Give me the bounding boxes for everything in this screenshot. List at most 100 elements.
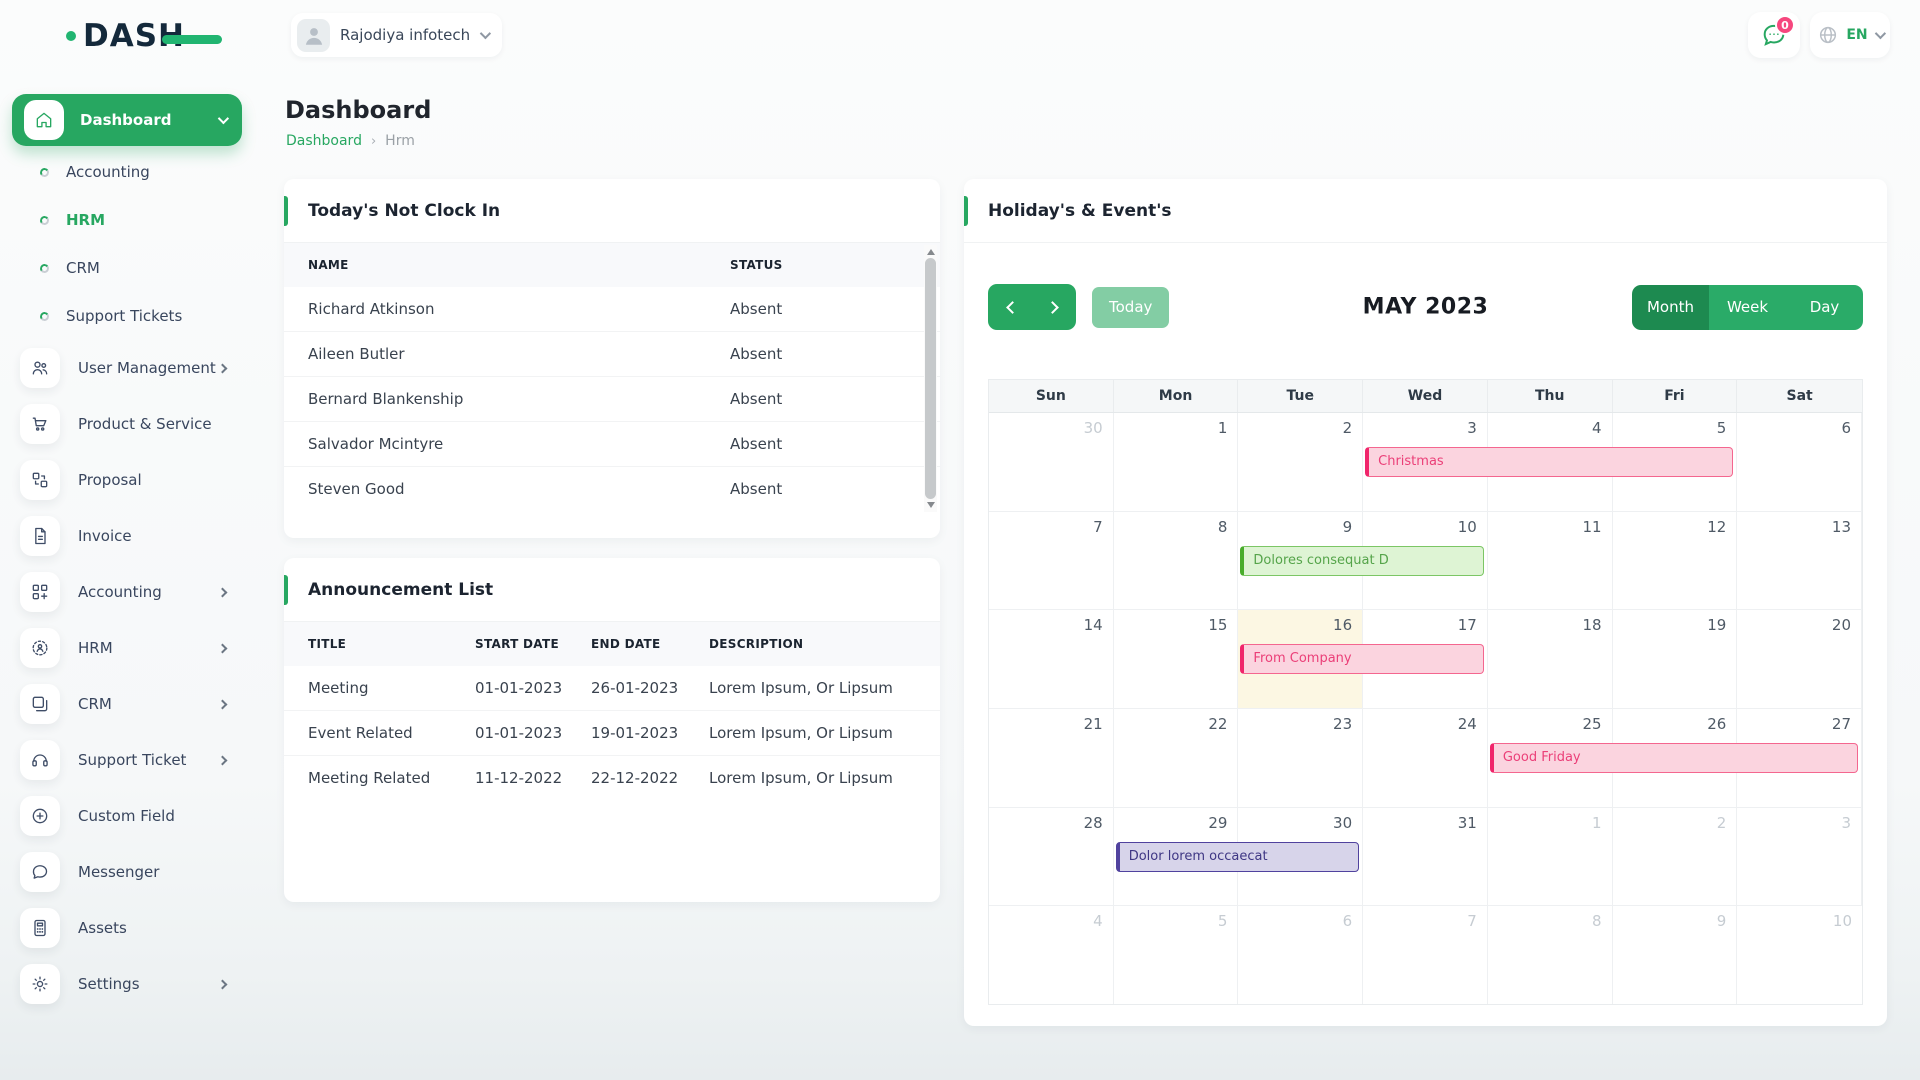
calendar-day[interactable]: 8	[1488, 906, 1613, 1005]
calendar-day[interactable]: 5	[1613, 413, 1738, 511]
calendar-day[interactable]: 10	[1363, 511, 1488, 610]
calendar-day[interactable]: 2	[1238, 413, 1364, 511]
sidebar-item-user-management[interactable]: User Management	[0, 340, 262, 396]
calendar-event-from-company[interactable]: From Company	[1240, 644, 1484, 675]
layers-icon	[20, 684, 60, 724]
table-cell: Absent	[730, 300, 783, 318]
sidebar-item-support-ticket[interactable]: Support Ticket	[0, 732, 262, 788]
prev-month-button[interactable]	[988, 284, 1032, 330]
calendar-toolbar: Today MAY 2023 Month Week Day	[988, 283, 1863, 331]
calendar-day[interactable]: 22	[1114, 709, 1239, 807]
bullet-icon	[39, 166, 50, 178]
topbar: DASH Rajodiya infotech 0	[0, 0, 1920, 70]
chevron-right-icon	[217, 587, 228, 597]
calendar-day[interactable]: 30	[1238, 807, 1364, 906]
chevron-right-icon	[1045, 300, 1059, 314]
calendar-day[interactable]: 17	[1363, 610, 1488, 709]
person-icon	[20, 628, 60, 668]
announcement-card-title: Announcement List	[308, 579, 494, 600]
calendar-month-label: MAY 2023	[1362, 294, 1489, 320]
calendar-day[interactable]: 3	[1737, 807, 1862, 906]
scroll-down-icon[interactable]	[927, 502, 935, 508]
table-cell: 22-12-2022	[581, 755, 699, 800]
column-header-name: NAME	[284, 243, 720, 287]
calendar-day[interactable]: 1	[1488, 807, 1613, 906]
language-selector[interactable]: EN	[1810, 12, 1890, 58]
calendar-day[interactable]: 23	[1238, 709, 1364, 807]
calendar-day[interactable]: 6	[1238, 906, 1364, 1005]
breadcrumb-dashboard-link[interactable]: Dashboard	[286, 133, 362, 149]
table-cell: Meeting Related	[284, 755, 465, 800]
calendar-day[interactable]: 14	[989, 610, 1114, 709]
announcement-card-header: Announcement List	[284, 558, 940, 622]
users-icon	[20, 348, 60, 388]
calendar-day[interactable]: 20	[1737, 610, 1862, 709]
sidebar-item-product-service[interactable]: Product & Service	[0, 396, 262, 452]
view-day-button[interactable]: Day	[1786, 284, 1863, 330]
calendar-day[interactable]: 27	[1737, 709, 1862, 807]
app-logo[interactable]: DASH	[66, 16, 222, 56]
clockin-table: NAME STATUS Richard Atkinson Absent Aileen B…	[284, 243, 940, 511]
calendar-event-dolor-lorem-occaecat[interactable]: Dolor lorem occaecat	[1115, 841, 1360, 872]
view-month-button[interactable]: Month	[1632, 284, 1709, 330]
calendar-day[interactable]: 5	[1114, 906, 1239, 1005]
calendar-week: 28 29 30 31 1 2 3 Dolor lorem occaecat	[989, 807, 1862, 907]
calendar-day[interactable]: 24	[1363, 709, 1488, 807]
calendar-card-title: Holiday's & Event's	[988, 200, 1172, 221]
announcement-table: TITLE START DATE END DATE DESCRIPTION Meetin…	[284, 622, 940, 800]
company-switcher[interactable]: Rajodiya infotech	[291, 13, 503, 57]
squares-icon	[20, 460, 60, 500]
sidebar-item-custom-field[interactable]: Custom Field	[0, 788, 262, 844]
calendar-day[interactable]: 1	[1114, 413, 1239, 511]
sidebar-item-accounting[interactable]: Accounting	[0, 148, 262, 196]
calendar-day[interactable]: 4	[989, 906, 1114, 1005]
language-label: EN	[1846, 27, 1868, 43]
calendar-day[interactable]: 31	[1363, 807, 1488, 906]
calendar-day[interactable]: 9	[1613, 906, 1738, 1005]
calendar-event-christmas[interactable]: Christmas	[1365, 447, 1734, 477]
calendar-day[interactable]: 15	[1114, 610, 1239, 709]
scroll-up-icon[interactable]	[927, 249, 935, 255]
calendar-day[interactable]: 10	[1832, 912, 1852, 931]
sidebar-item-hrm[interactable]: HRM	[0, 196, 262, 244]
sidebar-item-crm[interactable]: CRM	[0, 676, 262, 732]
calendar-day[interactable]: 19	[1613, 610, 1738, 709]
calendar-day[interactable]: 30	[989, 413, 1114, 511]
calendar-day[interactable]: 11	[1488, 511, 1613, 610]
sidebar-item-settings[interactable]: Settings	[0, 956, 262, 1012]
calendar-day[interactable]: 7	[1363, 906, 1488, 1005]
sidebar-item-hrm[interactable]: HRM	[0, 620, 262, 676]
sidebar-item-support-tickets[interactable]: Support Tickets	[0, 292, 262, 340]
sidebar-item-invoice[interactable]: Invoice	[0, 508, 262, 564]
calendar-day[interactable]: 8	[1114, 511, 1239, 610]
messages-button[interactable]: 0	[1748, 12, 1800, 58]
calendar-day[interactable]: 12	[1613, 511, 1738, 610]
sidebar-item-crm[interactable]: CRM	[0, 244, 262, 292]
table-cell: 26-01-2023	[591, 679, 679, 697]
table-cell: Absent	[720, 466, 940, 511]
calendar-day[interactable]: 18	[1488, 610, 1613, 709]
plus-icon	[20, 796, 60, 836]
today-button[interactable]: Today	[1092, 286, 1170, 328]
sidebar-item-messenger[interactable]: Messenger	[0, 844, 262, 900]
weekday-fri: Fri	[1613, 380, 1738, 412]
table-row: Meeting Related 11-12-2022 22-12-2022 Lorem…	[284, 755, 940, 800]
next-month-button[interactable]	[1032, 284, 1076, 330]
calendar-day[interactable]: 13	[1737, 511, 1862, 610]
calendar-event-dolores-consequat-d[interactable]: Dolores consequat D	[1240, 545, 1484, 576]
page-title: Dashboard	[285, 96, 432, 124]
sidebar-item-assets[interactable]: Assets	[0, 900, 262, 956]
calendar-day[interactable]: 28	[989, 807, 1114, 906]
view-week-button[interactable]: Week	[1709, 284, 1786, 330]
sidebar-item-dashboard[interactable]: Dashboard	[12, 94, 242, 146]
calendar-event-good-friday[interactable]: Good Friday	[1489, 743, 1858, 774]
clockin-scrollbar[interactable]	[924, 245, 937, 512]
grid-icon	[20, 572, 60, 612]
calendar-day[interactable]: 2	[1613, 807, 1738, 906]
sidebar-item-proposal[interactable]: Proposal	[0, 452, 262, 508]
calendar-day[interactable]: 7	[989, 511, 1114, 610]
sidebar-item-accounting[interactable]: Accounting	[0, 564, 262, 620]
scrollbar-thumb[interactable]	[925, 258, 936, 499]
calendar-day[interactable]: 21	[989, 709, 1114, 807]
calendar-day[interactable]: 6	[1737, 413, 1862, 511]
